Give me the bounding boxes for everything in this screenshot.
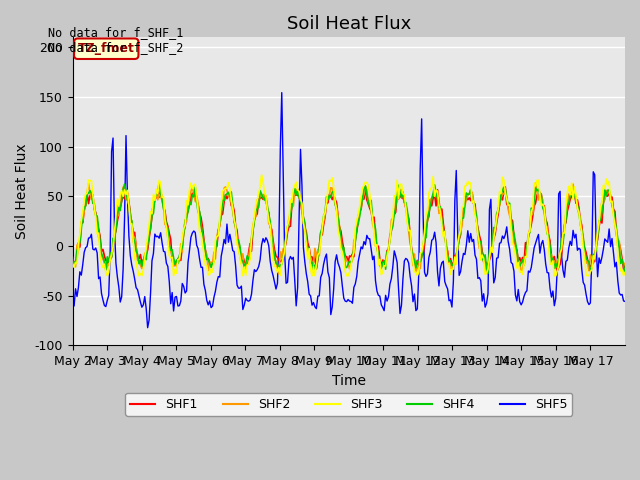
Text: No data for f_SHF_1
No data for f_SHF_2: No data for f_SHF_1 No data for f_SHF_2 bbox=[48, 26, 184, 54]
Legend: SHF1, SHF2, SHF3, SHF4, SHF5: SHF1, SHF2, SHF3, SHF4, SHF5 bbox=[125, 393, 572, 416]
Title: Soil Heat Flux: Soil Heat Flux bbox=[287, 15, 411, 33]
Y-axis label: Soil Heat Flux: Soil Heat Flux bbox=[15, 144, 29, 239]
X-axis label: Time: Time bbox=[332, 373, 366, 387]
Text: TZ_fmet: TZ_fmet bbox=[78, 42, 134, 55]
